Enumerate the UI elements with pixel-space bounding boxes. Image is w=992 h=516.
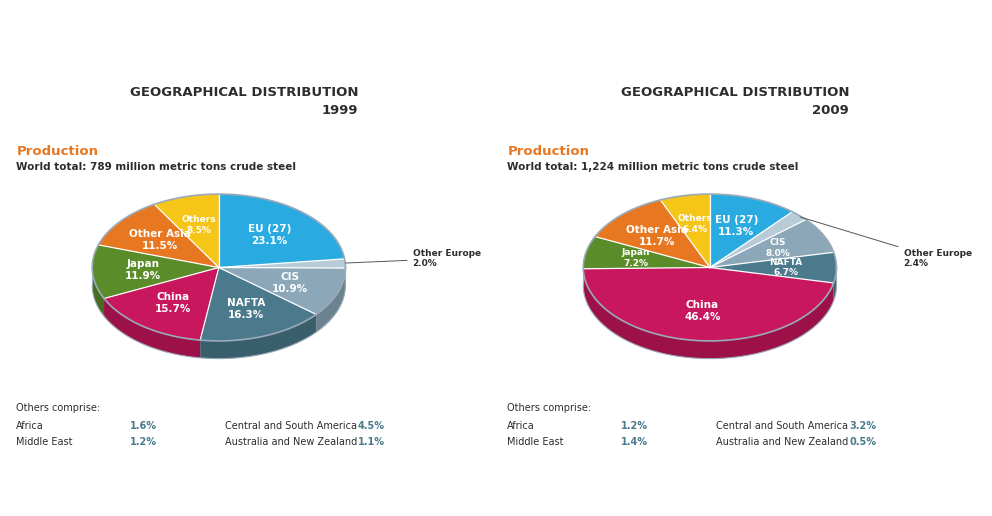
Text: Australia and New Zealand: Australia and New Zealand [716,437,848,447]
Text: GEOGRAPHICAL DISTRIBUTION
2009: GEOGRAPHICAL DISTRIBUTION 2009 [621,87,849,118]
Polygon shape [710,252,836,283]
Text: World total: 789 million metric tons crude steel: World total: 789 million metric tons cru… [16,163,297,172]
Text: 1.6%: 1.6% [130,421,157,431]
Polygon shape [219,267,345,314]
Polygon shape [92,245,219,298]
Polygon shape [833,268,836,301]
Text: Central and South America: Central and South America [716,421,848,431]
Polygon shape [583,236,710,269]
Polygon shape [710,194,793,267]
Text: 1.2%: 1.2% [130,437,157,447]
Text: World total: 1,224 million metric tons crude steel: World total: 1,224 million metric tons c… [507,163,799,172]
Polygon shape [595,200,710,267]
Text: Others
8.5%: Others 8.5% [182,215,216,235]
Text: Middle East: Middle East [16,437,72,447]
Text: CIS
8.0%: CIS 8.0% [766,238,791,258]
Text: Other Asia
11.5%: Other Asia 11.5% [129,229,190,251]
Text: 1.2%: 1.2% [621,421,648,431]
Text: Other Europe
2.4%: Other Europe 2.4% [801,217,972,268]
Text: GEOGRAPHICAL DISTRIBUTION
1999: GEOGRAPHICAL DISTRIBUTION 1999 [130,87,358,118]
Polygon shape [155,194,219,267]
Polygon shape [219,259,345,268]
Text: China
46.4%: China 46.4% [684,300,721,322]
Text: Production: Production [16,144,98,158]
Text: EU (27)
23.1%: EU (27) 23.1% [248,223,291,246]
Text: NAFTA
16.3%: NAFTA 16.3% [227,298,265,319]
Text: Others comprise:: Others comprise: [16,403,100,413]
Polygon shape [98,204,219,267]
Polygon shape [710,212,806,267]
Text: NAFTA
6.7%: NAFTA 6.7% [769,257,803,278]
Polygon shape [316,268,345,332]
Text: Africa: Africa [16,421,44,431]
Polygon shape [200,314,316,359]
Text: 1.4%: 1.4% [621,437,648,447]
Polygon shape [583,267,833,341]
Polygon shape [92,268,104,316]
Polygon shape [710,220,833,267]
Text: 3.2%: 3.2% [849,421,876,431]
Text: EU (27)
11.3%: EU (27) 11.3% [714,215,758,237]
Text: Africa: Africa [507,421,535,431]
Polygon shape [104,267,219,340]
Polygon shape [661,194,710,267]
Polygon shape [583,269,833,359]
Text: Other Europe
2.0%: Other Europe 2.0% [345,249,481,268]
Text: 0.5%: 0.5% [849,437,876,447]
Text: Central and South America: Central and South America [225,421,357,431]
Text: 1.1%: 1.1% [358,437,385,447]
Text: Australia and New Zealand: Australia and New Zealand [225,437,357,447]
Text: China
15.7%: China 15.7% [155,292,191,314]
Polygon shape [200,267,316,341]
Polygon shape [219,194,344,267]
Text: Others
6.4%: Others 6.4% [678,215,712,234]
Text: 4.5%: 4.5% [358,421,385,431]
Text: Others comprise:: Others comprise: [507,403,591,413]
Text: Japan
7.2%: Japan 7.2% [621,249,650,268]
Text: Other Asia
11.7%: Other Asia 11.7% [626,225,688,247]
Text: Production: Production [507,144,589,158]
Text: Japan
11.9%: Japan 11.9% [125,259,161,281]
Text: Middle East: Middle East [507,437,563,447]
Text: CIS
10.9%: CIS 10.9% [272,271,309,294]
Polygon shape [104,298,200,358]
